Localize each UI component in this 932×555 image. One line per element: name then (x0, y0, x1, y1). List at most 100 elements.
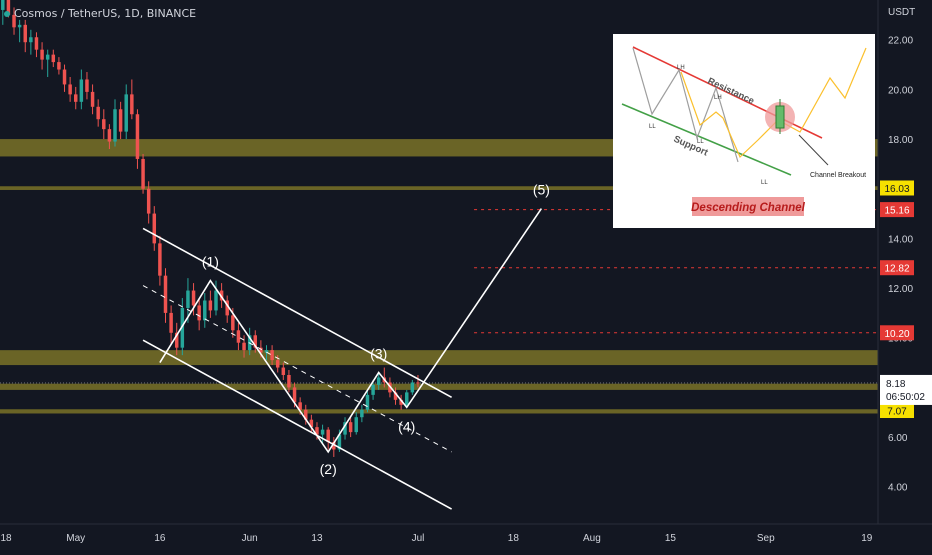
x-tick-label: 18 (508, 533, 520, 544)
y-tick-label: 6.00 (888, 433, 908, 444)
candle-body (158, 243, 162, 276)
candle-body (124, 94, 128, 132)
y-tick-label: 14.00 (888, 234, 913, 245)
inset-support-line (621, 103, 792, 176)
zone-band (0, 383, 878, 390)
zone-band (0, 409, 878, 414)
candle-body (118, 109, 123, 132)
candle-body (107, 129, 112, 142)
symbol-header: Cosmos / TetherUS, 1D, BINANCE (4, 7, 196, 20)
price-label-box (880, 260, 914, 276)
zone-band (0, 350, 878, 366)
candle-body (242, 342, 246, 351)
candle-body (393, 392, 398, 400)
inset-lh-label-2: LH (714, 95, 722, 101)
y-tick-label: 4.00 (888, 483, 908, 494)
x-tick-label: Jun (242, 533, 258, 544)
wave-label: (5) (533, 182, 550, 198)
candle-body (12, 14, 16, 28)
candle-body (40, 49, 44, 60)
wave-label: (3) (370, 346, 387, 362)
candle-body (304, 409, 308, 420)
candle-body (203, 300, 207, 321)
candle-body (337, 434, 342, 450)
candle-body (365, 394, 370, 410)
candle-body (332, 442, 336, 450)
descending-channel-inset: Resistance Support LH LH LL LL LL Channe… (613, 34, 875, 228)
symbol-title: Cosmos / TetherUS, 1D, BINANCE (14, 7, 197, 20)
inset-ll-label-1: LL (649, 124, 656, 130)
x-tick-label: May (66, 533, 85, 544)
y-tick-label: 22.00 (888, 36, 913, 47)
price-label-text: 16.03 (884, 184, 909, 195)
wave-label: (1) (202, 254, 219, 270)
y-tick-label: 20.00 (888, 85, 913, 96)
candle-body (236, 330, 241, 343)
zone-band (0, 186, 878, 190)
x-tick-label: 16 (154, 533, 166, 544)
x-tick-label: 19 (861, 533, 873, 544)
price-axis-unit: USDT (888, 7, 915, 18)
x-tick-label: 13 (311, 533, 323, 544)
inset-breakout-label: Channel Breakout (810, 172, 866, 179)
candle-body (51, 54, 56, 63)
inset-ll-label-2: LL (697, 139, 704, 145)
candle-body (320, 429, 325, 435)
candle-body (281, 367, 286, 375)
candle-body (360, 409, 364, 418)
x-tick-label: 15 (665, 533, 677, 544)
candle-body (174, 332, 179, 348)
candle-body (354, 417, 358, 433)
candle-body (292, 387, 297, 403)
candle-body (186, 290, 190, 308)
candle-body (270, 350, 274, 361)
price-label-box (880, 180, 914, 196)
candle-body (90, 91, 95, 107)
candle-body (343, 422, 347, 435)
candle-body (225, 300, 229, 316)
candle-body (298, 402, 302, 410)
candle-body (57, 62, 61, 70)
candle-body (416, 382, 420, 384)
candle-body (1, 0, 5, 10)
price-label-text: 10.20 (884, 329, 909, 340)
candle-body (315, 427, 319, 435)
inset-breakout-path (680, 47, 867, 159)
candle-body (253, 335, 258, 348)
candle-body (113, 109, 117, 142)
inset-lh-label-1: LH (677, 65, 685, 71)
channel-mid-line (142, 285, 452, 453)
inset-candle-body (775, 105, 785, 129)
candle-body (68, 84, 72, 95)
candle-body (287, 374, 291, 388)
price-label-text: 12.82 (884, 264, 909, 275)
candle-body (405, 392, 409, 405)
candle-countdown: 06:50:02 (886, 392, 925, 403)
wave-label: (4) (398, 418, 415, 434)
price-label-text: 15.16 (884, 206, 909, 217)
market-status-dot (4, 11, 10, 17)
x-tick-label: Sep (757, 533, 775, 544)
candle-body (17, 24, 22, 28)
candle-body (259, 347, 263, 353)
candle-body (208, 300, 213, 311)
wave-path (159, 208, 543, 454)
current-price-value: 8.18 (886, 379, 906, 390)
candle-body (410, 382, 415, 393)
candle-body (214, 290, 218, 311)
candle-body (231, 315, 235, 331)
candle-body (141, 158, 145, 189)
candle-body (197, 305, 201, 321)
candle-body (102, 119, 106, 130)
inset-caption: Descending Channel (691, 202, 806, 214)
x-tick-label: Aug (583, 533, 601, 544)
candle-body (6, 0, 11, 15)
candle-body (29, 37, 33, 43)
inset-breakout-arrow (798, 134, 829, 166)
candle-body (85, 79, 89, 92)
candle-body (130, 94, 134, 115)
candle-body (219, 290, 224, 301)
candle-body (96, 106, 100, 120)
